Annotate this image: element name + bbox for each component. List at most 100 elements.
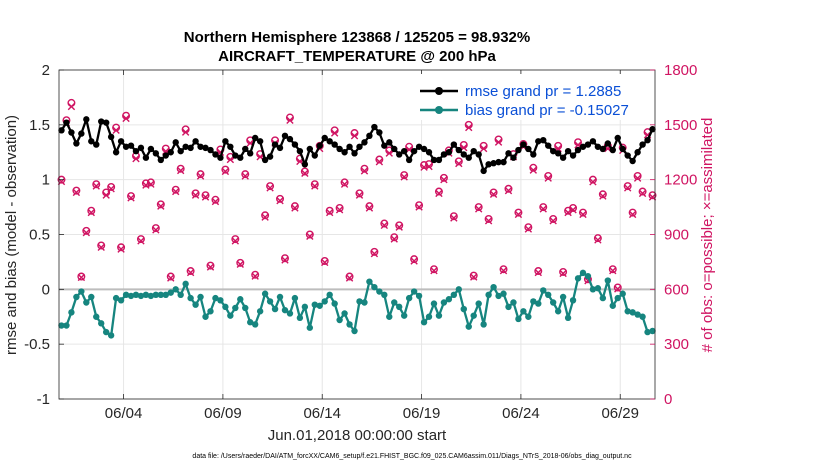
obs-assimilated-point	[102, 191, 110, 199]
rmse-point	[266, 153, 274, 160]
obs-assimilated-point	[147, 180, 155, 188]
rmse-point	[336, 145, 343, 153]
obs-possible-point	[489, 188, 498, 197]
rmse-point	[396, 151, 403, 158]
obs-assimilated-point	[385, 149, 393, 157]
legend-bias-marker	[435, 106, 443, 114]
obs-assimilated-point	[132, 154, 140, 163]
obs-assimilated-point	[514, 210, 523, 219]
bias-point	[559, 293, 567, 301]
bias-point	[569, 297, 577, 304]
obs-assimilated-point	[152, 226, 160, 234]
bias-point	[609, 302, 616, 309]
rmse-point	[634, 149, 641, 156]
obs-possible-point	[569, 203, 578, 212]
bias-point	[326, 291, 333, 299]
obs-possible-point	[305, 230, 314, 239]
obs-assimilated-point	[370, 249, 379, 258]
obs-possible-point	[400, 171, 409, 180]
rmse-point	[306, 145, 314, 153]
bias-point	[515, 315, 522, 323]
obs-possible-point	[484, 214, 493, 223]
rmse-point	[405, 156, 413, 164]
bias-point	[187, 294, 194, 302]
obs-assimilated-point	[549, 217, 557, 225]
rmse-point	[505, 150, 512, 157]
obs-assimilated-point	[504, 186, 513, 195]
obs-possible-point	[449, 212, 458, 221]
obs-assimilated-point	[291, 204, 299, 212]
obs-assimilated-point	[172, 187, 180, 196]
bias-point	[182, 280, 189, 288]
obs-possible-point	[276, 194, 285, 203]
bias-point	[316, 302, 323, 309]
obs-assimilated-point	[638, 189, 647, 198]
bias-point	[117, 297, 125, 304]
bias-point	[237, 296, 244, 303]
obs-assimilated-point	[261, 213, 269, 221]
rmse-point	[594, 143, 602, 150]
rmse-point	[98, 118, 105, 125]
obs-possible-point	[469, 271, 478, 280]
obs-assimilated-point	[87, 208, 95, 217]
legend-box	[414, 74, 654, 120]
bias-point	[525, 313, 532, 320]
bias-point	[107, 332, 115, 339]
rmse-point	[127, 142, 135, 149]
obs-assimilated-point	[410, 257, 418, 265]
bias-point	[192, 301, 199, 308]
obs-possible-point	[429, 265, 438, 274]
bias-point	[207, 308, 214, 315]
bias-point	[296, 314, 304, 322]
rmse-point	[177, 147, 184, 155]
rmse-point	[301, 161, 309, 168]
bias-point	[410, 288, 418, 295]
rmse-point	[132, 147, 140, 155]
bias-point	[460, 305, 467, 313]
x-tick-label: 06/14	[303, 405, 341, 422]
obs-possible-point	[77, 272, 86, 281]
rmse-point	[331, 141, 338, 148]
obs-assimilated-point	[474, 205, 483, 213]
obs-assimilated-point	[614, 285, 622, 293]
obs-possible-point	[186, 267, 195, 276]
obs-assimilated-point	[609, 266, 617, 275]
rmse-point	[500, 158, 507, 166]
obs-assimilated-point	[77, 273, 86, 282]
obs-assimilated-point	[390, 235, 398, 243]
rmse-point	[410, 147, 418, 155]
bias-point	[222, 303, 229, 311]
bias-point	[152, 291, 160, 299]
rmse-point	[341, 149, 348, 156]
rmse-point	[559, 154, 567, 161]
obs-possible-point	[534, 267, 543, 276]
rmse-point	[495, 158, 502, 166]
bias-point	[475, 300, 482, 307]
rmse-point	[425, 149, 433, 156]
bias-point	[430, 300, 438, 307]
rmse-point	[247, 150, 254, 157]
bias-point	[217, 297, 224, 304]
bias-point	[261, 290, 269, 297]
rmse-point	[217, 154, 224, 161]
obs-assimilated-point	[529, 166, 538, 174]
rmse-point	[361, 139, 368, 146]
bias-point	[356, 298, 363, 305]
bias-point	[415, 292, 423, 300]
bias-point	[604, 277, 612, 284]
bias-point	[68, 309, 75, 316]
bias-point	[490, 283, 497, 291]
obs-assimilated-point	[479, 144, 488, 153]
rmse-point	[391, 145, 398, 153]
obs-assimilated-point	[191, 191, 200, 199]
obs-possible-point	[176, 164, 185, 173]
rmse-point	[475, 151, 482, 158]
obs-possible-point	[97, 241, 106, 250]
obs-assimilated-point	[127, 194, 135, 202]
y-tick-label-right: 900	[664, 227, 689, 244]
obs-possible-point	[648, 191, 657, 200]
obs-assimilated-point	[82, 228, 91, 237]
rmse-point	[251, 134, 259, 142]
bias-point	[98, 320, 105, 327]
